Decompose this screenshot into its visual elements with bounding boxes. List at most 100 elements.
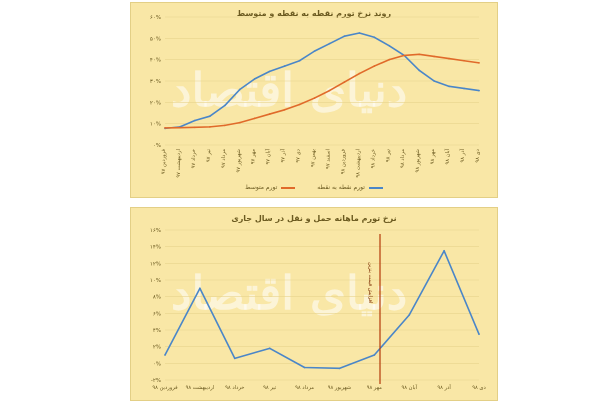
y-tick-label: ۳۰% xyxy=(150,79,161,85)
legend-item-point: تورم نقطه به نقطه xyxy=(317,184,383,191)
x-tick-label: اسفند ۹۷ xyxy=(325,149,331,169)
x-tick-label: تیر ۹۷ xyxy=(206,148,212,162)
y-tick-label: ۴۰% xyxy=(150,58,161,64)
x-tick-label: آبان ۹۸ xyxy=(444,148,451,164)
data-point xyxy=(388,44,391,47)
gasoline-price-annotation: افزایش قیمت بنزین xyxy=(367,262,373,304)
data-point xyxy=(268,70,271,73)
data-point xyxy=(283,108,286,111)
x-tick-label: آبان ۹۷ xyxy=(265,148,272,164)
data-point xyxy=(164,354,166,356)
data-point xyxy=(298,103,301,106)
y-tick-label: ۴% xyxy=(153,328,161,334)
y-tick-label: ۰% xyxy=(153,143,161,149)
x-tick-label: خرداد ۹۸ xyxy=(370,149,376,168)
legend-swatch-blue xyxy=(368,186,383,189)
y-tick-label: ۲% xyxy=(153,345,161,351)
x-tick-label: دی ۹۸ xyxy=(472,385,486,391)
x-tick-label: اردیبهشت ۹۸ xyxy=(186,385,215,391)
data-point xyxy=(313,50,316,53)
x-tick-label: اردیبهشت ۹۷ xyxy=(176,149,182,178)
data-point xyxy=(388,58,391,61)
data-point xyxy=(343,81,346,83)
data-point xyxy=(223,104,226,107)
data-point xyxy=(253,77,256,80)
legend-swatch-orange xyxy=(281,186,296,189)
data-point xyxy=(268,347,271,350)
data-point xyxy=(358,72,361,75)
x-tick-label: فروردین ۹۸ xyxy=(152,385,178,391)
data-point xyxy=(433,80,436,82)
y-tick-label: ۱۰% xyxy=(150,122,161,128)
data-point xyxy=(268,113,271,115)
y-tick-label: ۶۰% xyxy=(150,15,161,21)
x-tick-label: آذر ۹۸ xyxy=(459,148,466,162)
chart2-title: نرخ تورم ماهانه حمل و نقل در سال جاری xyxy=(231,214,397,223)
data-point xyxy=(463,59,465,62)
chart-panel-transport-inflation: نرخ تورم ماهانه حمل و نقل در سال جاری دن… xyxy=(130,207,498,401)
x-tick-label: آبان ۹۸ xyxy=(401,384,417,391)
data-point xyxy=(313,97,316,99)
data-point xyxy=(283,65,286,67)
data-point xyxy=(164,127,166,129)
data-point xyxy=(373,36,376,39)
data-point xyxy=(478,89,480,92)
chart1-title: روند نرخ تورم نقطه به نقطه و متوسط xyxy=(236,9,392,18)
data-point xyxy=(433,55,436,58)
data-point xyxy=(179,126,181,129)
x-tick-label: بهمن ۹۷ xyxy=(311,149,317,167)
y-tick-label: ۶% xyxy=(153,311,161,317)
chart-panel-inflation-trend: روند نرخ تورم نقطه به نقطه و متوسط دنیای… xyxy=(130,2,498,198)
x-tick-label: مرداد ۹۸ xyxy=(295,385,314,391)
x-tick-label: فروردین ۹۷ xyxy=(161,148,167,174)
x-tick-label: آذر ۹۷ xyxy=(280,148,287,162)
data-point xyxy=(418,53,421,56)
data-point xyxy=(298,59,301,62)
data-point xyxy=(403,54,406,57)
y-tick-label: ۱۴% xyxy=(150,245,161,251)
data-point xyxy=(208,115,211,118)
x-tick-label: مرداد ۹۷ xyxy=(221,149,227,168)
x-tick-label: دی ۹۸ xyxy=(475,148,481,162)
data-point xyxy=(238,88,241,91)
data-point xyxy=(303,366,306,369)
x-tick-label: اردیبهشت ۹۸ xyxy=(355,149,361,178)
data-point xyxy=(238,121,241,124)
x-tick-label: مهر ۹۸ xyxy=(367,385,382,391)
data-point xyxy=(478,333,480,336)
data-point xyxy=(194,119,196,122)
x-tick-label: فروردین ۹۸ xyxy=(340,148,346,174)
data-point xyxy=(478,61,480,64)
x-tick-label: مرداد ۹۸ xyxy=(400,149,406,168)
x-tick-label: دی ۹۷ xyxy=(296,148,302,162)
y-tick-label: ۱۰% xyxy=(150,278,161,284)
data-point xyxy=(253,117,256,120)
legend-label-average: تورم متوسط xyxy=(245,184,278,191)
x-tick-label: تیر ۹۸ xyxy=(263,385,277,391)
chart2-svg: -۲% ۰% ۲% ۴% ۶% ۸% ۱۰% ۱۲% ۱۴% ۱۶% فروردین ۹۸ اردیب… xyxy=(150,228,487,391)
data-point xyxy=(448,85,450,88)
series-line-0 xyxy=(164,32,480,130)
y-tick-label: ۱۲% xyxy=(150,261,161,267)
legend-item-average: تورم متوسط xyxy=(245,184,296,191)
data-point xyxy=(448,57,450,60)
x-tick-label: آذر ۹۸ xyxy=(437,384,451,391)
series-line-0 xyxy=(164,250,480,370)
chart1-svg: ۰% ۱۰% ۲۰% ۳۰% ۴۰% ۵۰% ۶۰% فروردین ۹۷ اردیبهشت ۹… xyxy=(150,15,481,178)
y-tick-label: ۵۰% xyxy=(150,36,161,42)
y-tick-label: ۸% xyxy=(153,295,161,301)
x-tick-label: خرداد ۹۸ xyxy=(225,385,244,391)
data-point xyxy=(373,65,376,67)
data-point xyxy=(194,126,196,129)
x-tick-label: شهریور ۹۸ xyxy=(328,385,351,391)
data-point xyxy=(408,314,411,316)
data-point xyxy=(373,354,376,356)
x-tick-label: خرداد ۹۷ xyxy=(191,149,197,168)
data-point xyxy=(223,124,226,127)
y-tick-label: ۱۶% xyxy=(150,228,161,234)
data-point xyxy=(208,125,211,128)
data-point xyxy=(328,42,331,45)
x-tick-label: شهریور ۹۷ xyxy=(236,149,242,172)
data-point xyxy=(418,69,421,72)
data-point xyxy=(233,357,236,360)
